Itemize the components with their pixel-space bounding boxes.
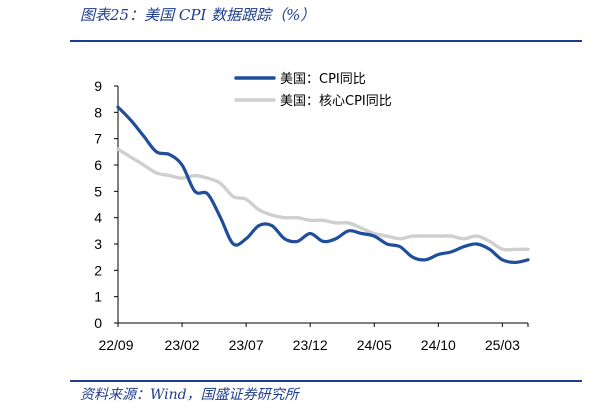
series-lines <box>116 105 530 265</box>
legend-label-cpi-yoy: 美国：CPI同比 <box>280 72 366 87</box>
y-tick-label: 3 <box>94 236 102 252</box>
y-tick-label: 4 <box>94 210 102 226</box>
figure-title: 图表25：美国 CPI 数据跟踪（%） <box>80 6 316 24</box>
x-tick-label: 23/02 <box>165 337 200 353</box>
x-tick-label: 24/05 <box>357 337 392 353</box>
source-note: 资料来源：Wind，国盛证券研究所 <box>80 387 299 403</box>
bottom-rule <box>70 380 582 382</box>
series-line-cpi-yoy <box>116 105 530 265</box>
y-axis-ticks: 0 1 2 3 4 5 6 7 8 9 <box>94 78 118 331</box>
y-tick-label: 5 <box>94 183 102 199</box>
y-tick-label: 2 <box>94 262 102 278</box>
legend-label-core-cpi-yoy: 美国：核心CPI同比 <box>280 94 392 109</box>
x-tick-label: 25/03 <box>485 337 520 353</box>
axes <box>117 86 528 324</box>
y-tick-label: 0 <box>94 315 102 331</box>
cpi-line-chart: 0 1 2 3 4 5 6 7 8 9 22/09 23/02 23/07 23/12 24/05 24/1… <box>94 72 530 353</box>
x-tick-label: 22/09 <box>98 337 133 353</box>
y-tick-label: 8 <box>94 104 102 120</box>
x-axis-ticks: 22/09 23/02 23/07 23/12 24/05 24/10 25/03 <box>98 323 529 353</box>
series-line-core-cpi-yoy <box>116 147 530 252</box>
y-tick-label: 1 <box>94 289 102 305</box>
y-tick-label: 9 <box>94 78 102 94</box>
x-tick-label: 24/10 <box>421 337 456 353</box>
y-tick-label: 6 <box>94 157 102 173</box>
x-tick-label: 23/07 <box>229 337 264 353</box>
y-tick-label: 7 <box>94 131 102 147</box>
x-tick-label: 23/12 <box>293 337 328 353</box>
top-rule <box>70 40 582 42</box>
